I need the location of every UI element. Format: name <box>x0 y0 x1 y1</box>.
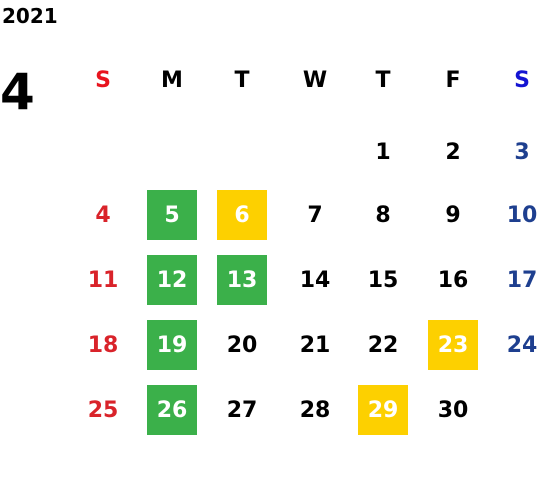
highlighted-day: 12 <box>147 255 197 305</box>
day: 1 <box>375 139 391 165</box>
day: 4 <box>95 202 111 228</box>
day: 9 <box>445 202 461 228</box>
weekday-header: T <box>375 67 391 93</box>
highlighted-day: 6 <box>217 190 267 240</box>
highlighted-day: 19 <box>147 320 197 370</box>
day: 28 <box>299 397 331 423</box>
day: 10 <box>506 202 538 228</box>
highlighted-day: 29 <box>358 385 408 435</box>
weekday-header: S <box>95 67 111 93</box>
day: 25 <box>87 397 119 423</box>
highlighted-day: 26 <box>147 385 197 435</box>
day: 7 <box>307 202 323 228</box>
year: 2021 <box>2 4 58 28</box>
weekday-header: M <box>161 67 183 93</box>
day: 30 <box>437 397 469 423</box>
highlighted-day: 23 <box>428 320 478 370</box>
day: 20 <box>226 332 258 358</box>
day: 15 <box>367 267 399 293</box>
day: 24 <box>506 332 538 358</box>
highlighted-day: 5 <box>147 190 197 240</box>
weekday-header: W <box>302 67 328 93</box>
weekday-header: S <box>514 67 530 93</box>
day: 2 <box>445 139 461 165</box>
month: 4 <box>0 63 35 121</box>
day: 22 <box>367 332 399 358</box>
day: 18 <box>87 332 119 358</box>
weekday-header: F <box>445 67 461 93</box>
day: 21 <box>299 332 331 358</box>
day: 16 <box>437 267 469 293</box>
day: 14 <box>299 267 331 293</box>
highlighted-day: 13 <box>217 255 267 305</box>
day: 3 <box>514 139 530 165</box>
day: 8 <box>375 202 391 228</box>
day: 11 <box>87 267 119 293</box>
day: 27 <box>226 397 258 423</box>
weekday-header: T <box>234 67 250 93</box>
day: 17 <box>506 267 538 293</box>
